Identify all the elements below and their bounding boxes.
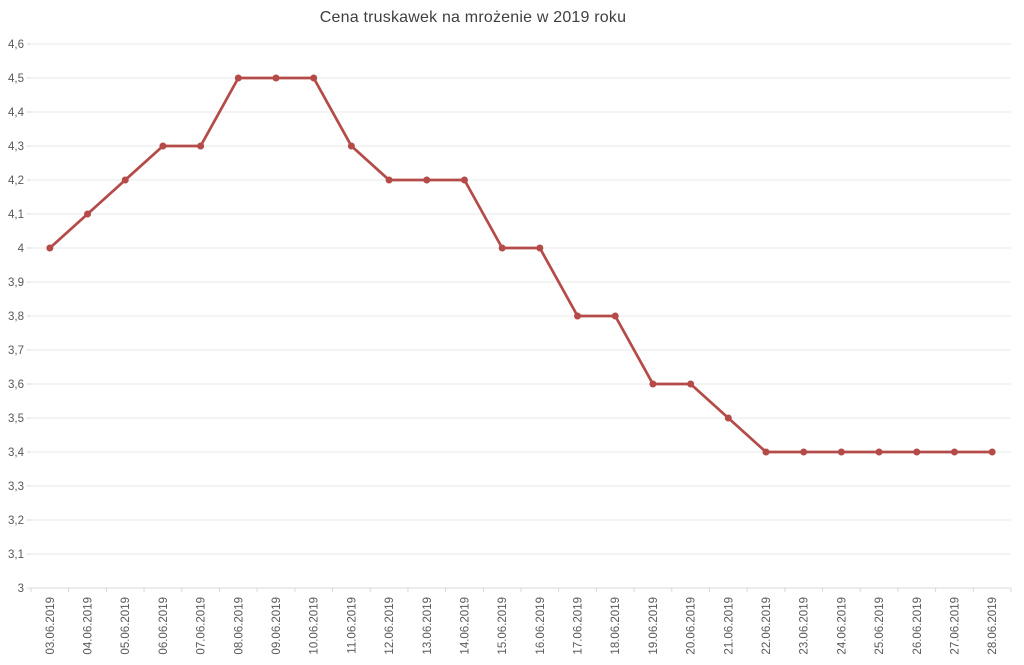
x-tick-label: 24.06.2019 — [836, 597, 848, 655]
x-tick-label: 09.06.2019 — [271, 597, 283, 655]
data-point-marker — [159, 142, 167, 150]
x-tick-label: 20.06.2019 — [686, 597, 698, 655]
data-point-marker — [310, 74, 318, 82]
y-tick-label: 3,7 — [8, 345, 24, 357]
data-point-marker — [197, 142, 205, 150]
data-point-marker — [837, 448, 845, 456]
y-tick-label: 4,3 — [8, 141, 24, 153]
x-tick-label: 22.06.2019 — [761, 597, 773, 655]
data-point-marker — [84, 210, 92, 218]
x-tick-label: 26.06.2019 — [912, 597, 924, 655]
y-tick-label: 3,5 — [8, 413, 24, 425]
x-tick-label: 21.06.2019 — [723, 597, 735, 655]
data-point-marker — [875, 448, 883, 456]
data-point-marker — [234, 74, 242, 82]
x-tick-label: 25.06.2019 — [874, 597, 886, 655]
data-point-marker — [724, 414, 732, 422]
x-tick-label: 03.06.2019 — [45, 597, 57, 655]
x-tick-label: 11.06.2019 — [346, 597, 358, 654]
x-tick-label: 17.06.2019 — [573, 597, 585, 655]
data-point-marker — [46, 244, 54, 252]
y-tick-label: 3,9 — [8, 277, 24, 289]
data-point-marker — [460, 176, 468, 184]
data-point-marker — [762, 448, 770, 456]
y-tick-label: 3,8 — [8, 311, 24, 323]
x-tick-label: 10.06.2019 — [309, 597, 321, 655]
y-tick-label: 4,2 — [8, 175, 24, 187]
y-tick-label: 4,5 — [8, 73, 24, 85]
y-tick-label: 3,2 — [8, 515, 24, 527]
y-tick-label: 3 — [18, 583, 24, 595]
data-point-marker — [611, 312, 619, 320]
x-tick-label: 15.06.2019 — [497, 597, 509, 655]
x-tick-label: 12.06.2019 — [384, 597, 396, 655]
x-tick-label: 07.06.2019 — [196, 597, 208, 655]
data-point-marker — [988, 448, 996, 456]
data-point-marker — [498, 244, 506, 252]
x-tick-label: 13.06.2019 — [422, 597, 434, 655]
y-tick-label: 4 — [18, 243, 25, 255]
y-tick-label: 4,1 — [8, 209, 24, 221]
data-point-marker — [800, 448, 808, 456]
data-point-marker — [121, 176, 129, 184]
y-tick-label: 3,1 — [8, 549, 24, 561]
y-tick-label: 3,6 — [8, 379, 24, 391]
y-tick-label: 3,3 — [8, 481, 24, 493]
x-tick-label: 28.06.2019 — [987, 597, 999, 655]
x-tick-label: 23.06.2019 — [799, 597, 811, 655]
data-point-marker — [272, 74, 280, 82]
series-line — [48, 76, 994, 454]
x-tick-label: 19.06.2019 — [648, 597, 660, 655]
data-point-marker — [423, 176, 431, 184]
x-tick-label: 14.06.2019 — [459, 597, 471, 655]
data-point-marker — [950, 448, 958, 456]
data-point-marker — [913, 448, 921, 456]
data-point-marker — [536, 244, 544, 252]
data-point-marker — [649, 380, 657, 388]
x-tick-label: 08.06.2019 — [233, 597, 245, 655]
x-tick-label: 05.06.2019 — [120, 597, 132, 655]
x-tick-label: 06.06.2019 — [158, 597, 170, 655]
x-tick-label: 18.06.2019 — [610, 597, 622, 655]
x-tick-label: 04.06.2019 — [83, 597, 95, 655]
y-tick-label: 4,4 — [8, 107, 25, 119]
x-tick-label: 27.06.2019 — [949, 597, 961, 655]
y-tick-label: 3,4 — [8, 447, 25, 459]
data-point-marker — [347, 142, 355, 150]
data-point-marker — [687, 380, 695, 388]
data-point-marker — [574, 312, 582, 320]
y-tick-label: 4,6 — [8, 39, 24, 51]
data-point-marker — [385, 176, 393, 184]
chart-title: Cena truskawek na mrożenie w 2019 roku — [319, 9, 627, 26]
x-tick-label: 16.06.2019 — [535, 597, 547, 655]
